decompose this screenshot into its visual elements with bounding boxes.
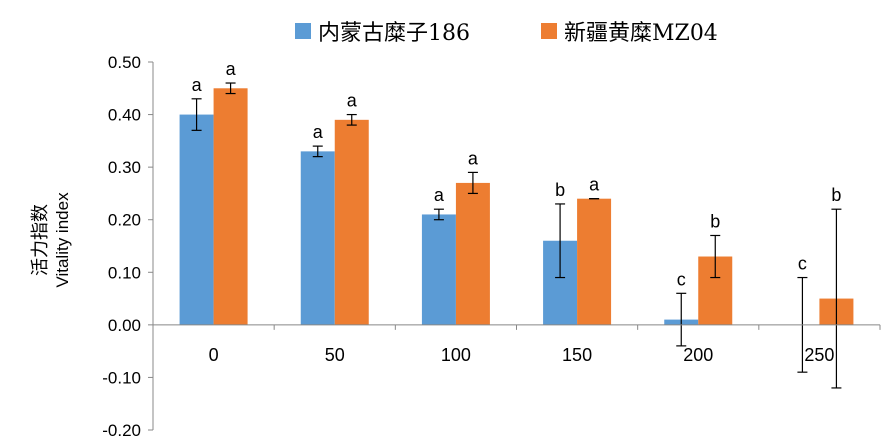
y-axis: -0.20 -0.10 0.00 0.10 0.20 0.30 0.40 0.50 [102,53,153,440]
legend-swatch-series-1 [295,23,311,39]
y-tick-label: 0.50 [108,53,141,72]
significance-letter: a [468,148,479,168]
significance-letter: a [434,185,445,205]
legend: 内蒙古糜子186 新疆黄糜MZ04 [295,21,718,46]
x-tick-label: 0 [209,345,219,365]
bar-series-2-50 [334,119,369,325]
significance-letter: a [226,59,237,79]
x-axis: 0 50 100 150 200 250 [209,324,881,365]
significance-letter: b [710,211,720,231]
significance-letter: c [798,254,807,274]
y-tick-label: 0.20 [108,211,141,230]
x-tick-label: 150 [562,345,592,365]
bar-series-2-0 [213,88,248,325]
y-tick-label: 0.40 [108,106,141,125]
significance-letter: b [555,180,565,200]
bar-series-2-100 [455,182,490,325]
y-tick-label: -0.10 [102,368,141,387]
significance-letter: a [313,122,324,142]
significance-letter: a [192,75,203,95]
y-tick-label: -0.20 [102,421,141,440]
significance-labels: a a a a a a b a c b c b [192,59,842,289]
y-axis-label-chinese: 活力指数 [30,204,51,276]
x-tick-label: 50 [325,345,345,365]
legend-swatch-series-2 [541,23,557,39]
y-axis-label: Vitality index [53,192,72,288]
bar-series-1-100 [421,214,456,325]
significance-letter: b [831,185,841,205]
y-tick-label: 0.30 [108,158,141,177]
legend-label-series-2: 新疆黄糜MZ04 [564,21,718,46]
bar-series-1-50 [300,151,335,325]
significance-letter: a [589,175,600,195]
error-bars [191,82,842,389]
x-tick-label: 200 [683,345,713,365]
bar-series-2-150 [577,198,612,325]
y-tick-label: 0.00 [108,316,141,335]
significance-letter: c [677,269,686,289]
legend-label-series-1: 内蒙古糜子186 [318,21,470,46]
y-tick-label: 0.10 [108,263,141,282]
bar-series-1-0 [179,114,214,325]
x-tick-label: 250 [804,345,834,365]
bars [179,88,854,325]
x-tick-label: 100 [441,345,471,365]
significance-letter: a [347,91,358,111]
